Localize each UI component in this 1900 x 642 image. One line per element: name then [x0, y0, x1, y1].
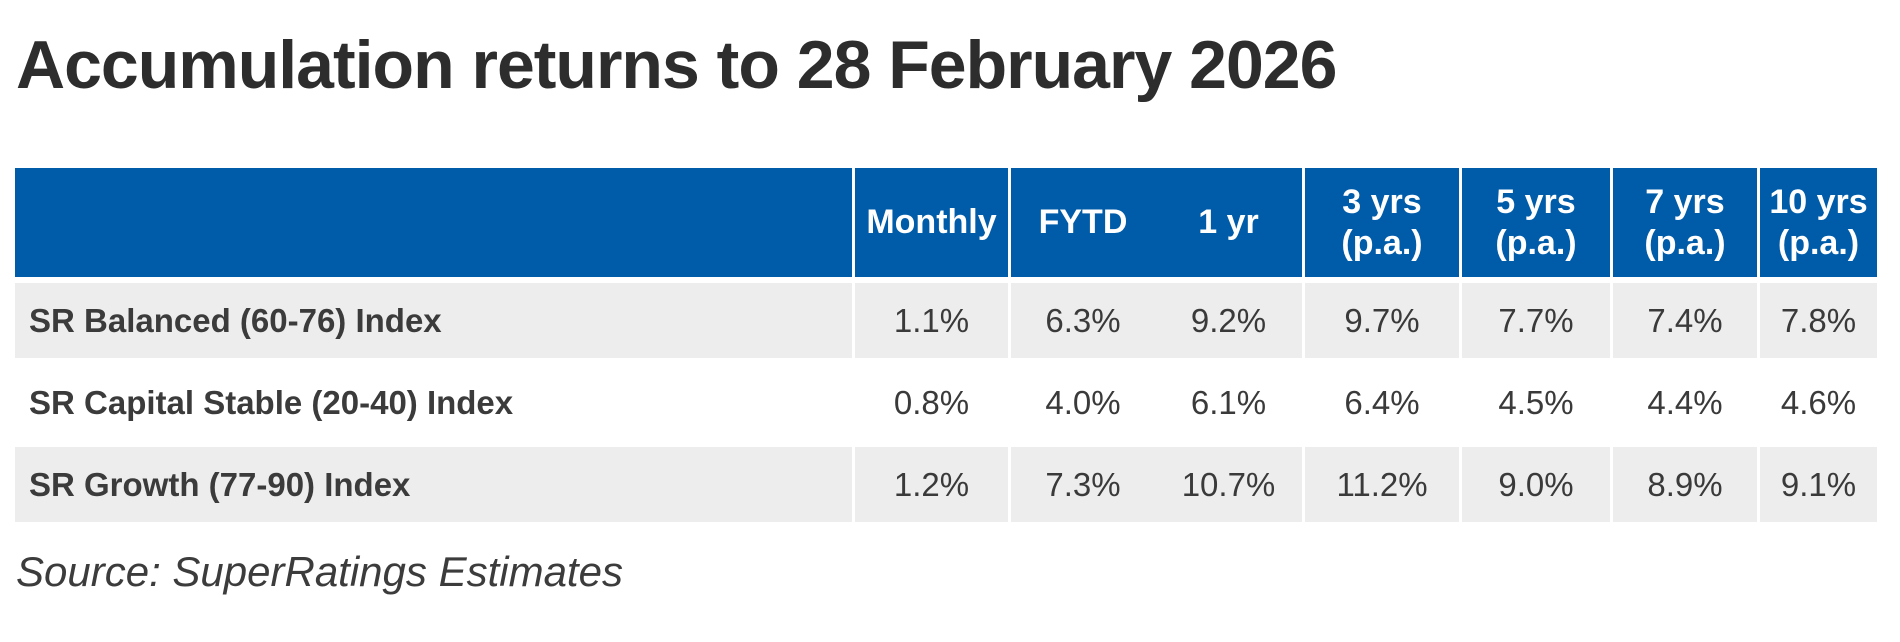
value-cell: 1.2% — [852, 447, 1008, 523]
page: Accumulation returns to 28 February 2026… — [0, 26, 1900, 596]
header-cell-blank — [15, 168, 852, 284]
value-cell: 9.7% — [1302, 283, 1459, 366]
value-cell: 9.1% — [1757, 447, 1877, 523]
table-row-growth: SR Growth (77-90) Index 1.2% 7.3% 10.7% … — [15, 447, 1877, 523]
returns-table: Monthly FYTD 1 yr 3 yrs (p.a.) 5 yrs (p.… — [15, 168, 1877, 523]
column-header-5yrs: 5 yrs (p.a.) — [1459, 168, 1610, 284]
row-label: SR Balanced (60-76) Index — [15, 283, 852, 366]
column-header-3yrs: 3 yrs (p.a.) — [1302, 168, 1459, 284]
value-cell: 7.8% — [1757, 283, 1877, 366]
row-label: SR Capital Stable (20-40) Index — [15, 365, 852, 448]
row-label: SR Growth (77-90) Index — [15, 447, 852, 523]
column-header-1yr: 1 yr — [1155, 168, 1302, 284]
value-cell: 9.0% — [1459, 447, 1610, 523]
column-header-fytd: FYTD — [1008, 168, 1155, 284]
page-title: Accumulation returns to 28 February 2026 — [16, 27, 1337, 103]
value-cell: 7.7% — [1459, 283, 1610, 366]
value-cell: 7.4% — [1610, 283, 1757, 366]
value-cell: 1.1% — [852, 283, 1008, 366]
value-cell: 11.2% — [1302, 447, 1459, 523]
value-cell: 6.4% — [1302, 365, 1459, 448]
value-cell: 9.2% — [1155, 283, 1302, 366]
column-header-7yrs: 7 yrs (p.a.) — [1610, 168, 1757, 284]
source-note: Source: SuperRatings Estimates — [16, 548, 623, 596]
value-cell: 4.4% — [1610, 365, 1757, 448]
value-cell: 6.1% — [1155, 365, 1302, 448]
value-cell: 8.9% — [1610, 447, 1757, 523]
value-cell: 4.6% — [1757, 365, 1877, 448]
table-row-balanced: SR Balanced (60-76) Index 1.1% 6.3% 9.2%… — [15, 283, 1877, 366]
value-cell: 0.8% — [852, 365, 1008, 448]
value-cell: 10.7% — [1155, 447, 1302, 523]
table-row-capital-stable: SR Capital Stable (20-40) Index 0.8% 4.0… — [15, 365, 1877, 448]
header-row: Monthly FYTD 1 yr 3 yrs (p.a.) 5 yrs (p.… — [15, 168, 1877, 284]
column-header-10yrs: 10 yrs (p.a.) — [1757, 168, 1877, 284]
value-cell: 4.0% — [1008, 365, 1155, 448]
column-header-monthly: Monthly — [852, 168, 1008, 284]
value-cell: 4.5% — [1459, 365, 1610, 448]
value-cell: 7.3% — [1008, 447, 1155, 523]
value-cell: 6.3% — [1008, 283, 1155, 366]
